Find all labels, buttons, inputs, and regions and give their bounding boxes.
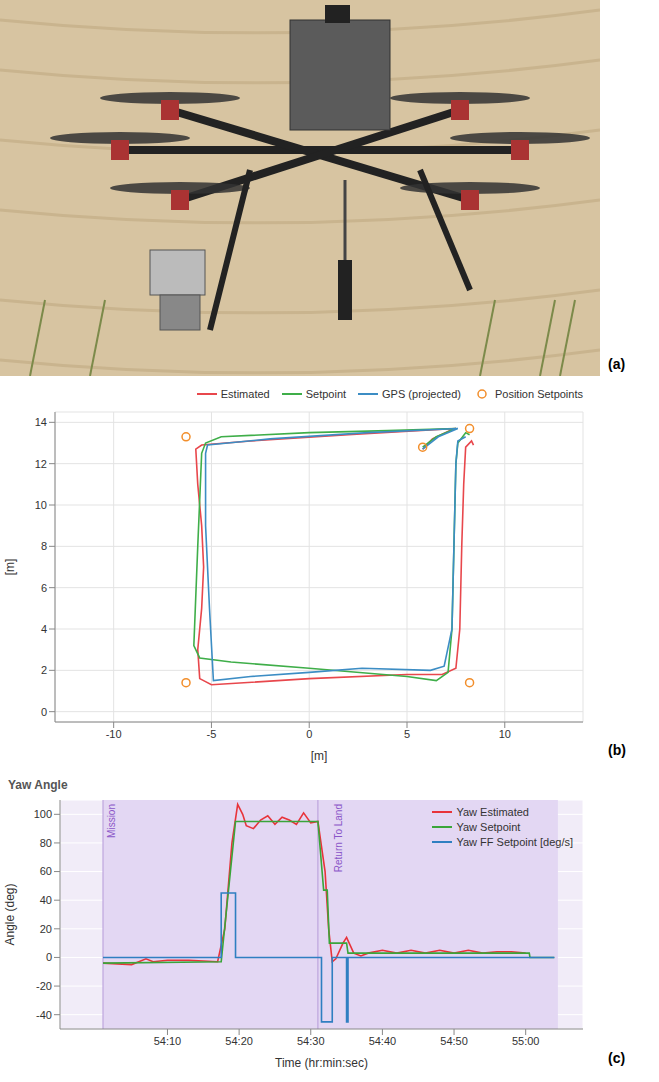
svg-text:54:30: 54:30 xyxy=(297,1035,325,1047)
svg-text:10: 10 xyxy=(35,499,47,511)
svg-text:2: 2 xyxy=(41,664,47,676)
html-text:GPS (projected): GPS (projected) xyxy=(382,388,461,400)
svg-text:14: 14 xyxy=(35,416,47,428)
html-text:Yaw Setpoint: Yaw Setpoint xyxy=(456,821,521,833)
html-text:(b): (b) xyxy=(608,742,626,758)
html-text:Yaw Estimated: Yaw Estimated xyxy=(456,806,529,818)
svg-text:0: 0 xyxy=(306,728,312,740)
svg-text:12: 12 xyxy=(35,458,47,470)
svg-text:20: 20 xyxy=(40,923,52,935)
svg-text:54:20: 54:20 xyxy=(225,1035,253,1047)
svg-text:10: 10 xyxy=(499,728,511,740)
svg-text:Angle (deg): Angle (deg) xyxy=(3,883,17,945)
html-text:Setpoint: Setpoint xyxy=(305,388,347,400)
svg-text:6: 6 xyxy=(41,582,47,594)
svg-text:4: 4 xyxy=(41,623,47,635)
svg-text:54:50: 54:50 xyxy=(440,1035,468,1047)
svg-text:0: 0 xyxy=(46,951,52,963)
svg-text:-40: -40 xyxy=(36,1009,52,1021)
svg-text:0: 0 xyxy=(41,706,47,718)
html-text:Estimated: Estimated xyxy=(220,388,270,400)
svg-text:Mission: Mission xyxy=(106,804,117,838)
svg-text:54:10: 54:10 xyxy=(154,1035,182,1047)
svg-text:[m]: [m] xyxy=(311,749,328,763)
svg-text:Return To Land: Return To Land xyxy=(333,804,344,872)
svg-text:5: 5 xyxy=(404,728,410,740)
svg-text:-10: -10 xyxy=(106,728,122,740)
html-text:(a): (a) xyxy=(608,356,626,372)
svg-text:8: 8 xyxy=(41,540,47,552)
html-text:Yaw Angle: Yaw Angle xyxy=(8,778,68,792)
svg-text:55:00: 55:00 xyxy=(512,1035,540,1047)
svg-text:[m]: [m] xyxy=(3,559,17,576)
svg-text:-5: -5 xyxy=(207,728,217,740)
svg-text:Time (hr:min:sec): Time (hr:min:sec) xyxy=(275,1056,368,1070)
svg-text:80: 80 xyxy=(40,837,52,849)
svg-text:-20: -20 xyxy=(36,980,52,992)
html-text:Position Setpoints: Position Setpoints xyxy=(494,388,583,400)
html-text:(c): (c) xyxy=(608,1050,626,1066)
svg-text:40: 40 xyxy=(40,894,52,906)
html-text:Yaw FF Setpoint [deg/s]: Yaw FF Setpoint [deg/s] xyxy=(456,836,573,848)
svg-text:60: 60 xyxy=(40,865,52,877)
svg-text:100: 100 xyxy=(34,808,52,820)
svg-text:54:40: 54:40 xyxy=(369,1035,397,1047)
